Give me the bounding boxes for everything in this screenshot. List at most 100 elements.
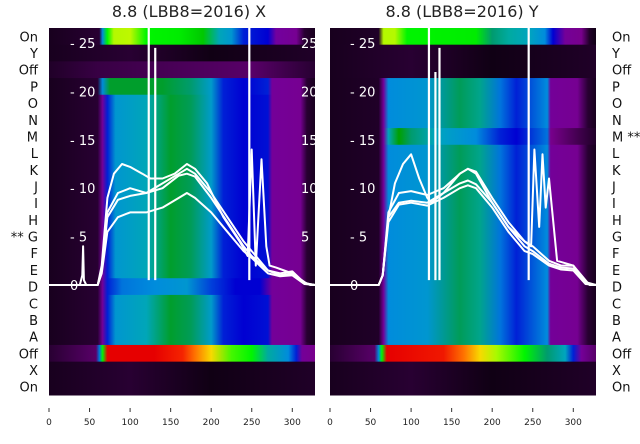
row-label: H — [28, 214, 38, 229]
heatmap-row — [49, 328, 315, 346]
row-label: F — [612, 247, 619, 262]
row-label: D — [612, 281, 622, 296]
row-label: K — [29, 164, 38, 179]
heatmap-row — [49, 61, 315, 79]
x-tick-label: 250 — [243, 418, 260, 428]
heatmap-row — [330, 161, 596, 179]
row-label: On — [20, 381, 38, 396]
row-label: Y — [611, 47, 620, 62]
overlay-y-tick-label: - 5 — [350, 231, 367, 246]
heatmap-row — [49, 361, 315, 379]
x-tick-label: 150 — [443, 418, 460, 428]
row-label: M ** — [612, 130, 640, 145]
trace-line — [330, 184, 597, 286]
row-label: D — [28, 281, 38, 296]
heatmap-row — [49, 311, 315, 329]
heatmap-row — [330, 361, 596, 379]
overlay-y-tick-label-right: 15 — [301, 134, 318, 149]
row-label: Off — [19, 347, 39, 362]
trace-line — [330, 167, 597, 286]
heatmap-row — [330, 344, 596, 363]
overlay-y-tick-label: - 15 — [70, 134, 95, 149]
overlay-y-tick-label-right: 25 — [301, 37, 318, 52]
heatmap-row — [49, 294, 315, 313]
overlay-y-tick-label-right: 5 — [301, 231, 309, 246]
x-tick-label: 0 — [327, 418, 333, 428]
heatmap-row — [330, 278, 596, 296]
trace-line — [49, 167, 316, 286]
heatmap-row — [330, 328, 596, 346]
row-label: B — [29, 314, 38, 329]
overlay-y-tick-label: - 5 — [70, 231, 87, 246]
overlay-y-tick-label: - 25 — [70, 37, 95, 52]
x-tick-label: 100 — [403, 418, 420, 428]
overlay-y-tick-label-right: 20 — [301, 85, 318, 100]
row-label: O — [612, 97, 622, 112]
row-label: N — [28, 114, 38, 129]
heatmap-row — [49, 261, 315, 279]
heatmap-row — [49, 228, 315, 246]
trace-line — [330, 148, 596, 286]
overlay-y-tick-label: - 10 — [70, 182, 95, 197]
row-label: On — [612, 30, 630, 45]
heatmap-row — [49, 161, 315, 179]
row-label: I — [34, 197, 38, 212]
row-label: J — [33, 181, 38, 196]
row-label: J — [611, 181, 616, 196]
x-tick-label: 200 — [203, 418, 220, 428]
overlay-y-tick-label: - 20 — [70, 85, 95, 100]
x-tick-label: 250 — [524, 418, 541, 428]
row-label: X — [29, 364, 38, 379]
x-tick-label: 100 — [122, 418, 139, 428]
row-label: C — [29, 297, 38, 312]
row-label: F — [31, 247, 38, 262]
row-label: A — [29, 331, 38, 346]
panel-title-y: 8.8 (LBB8=2016) Y — [385, 2, 538, 21]
row-label: L — [31, 147, 39, 162]
x-tick-label: 150 — [162, 418, 179, 428]
overlay-y-tick-label: 0 — [350, 279, 358, 294]
heatmap-row — [49, 378, 315, 396]
row-label: A — [612, 331, 621, 346]
row-label: On — [20, 30, 38, 45]
heatmap-row — [49, 211, 315, 229]
x-tick-label: 50 — [84, 418, 96, 428]
heatmap-row — [330, 294, 596, 313]
heatmap-row — [49, 244, 315, 263]
row-label: E — [30, 264, 38, 279]
overlay-y-tick-label: - 15 — [350, 134, 375, 149]
row-label: Off — [19, 64, 39, 79]
trace-line — [49, 192, 316, 286]
overlay-y-tick-label-right: 10 — [301, 182, 318, 197]
overlay-y-tick-label: - 25 — [350, 37, 375, 52]
overlay-y-tick-label: - 10 — [350, 182, 375, 197]
heatmap-row — [330, 194, 596, 212]
row-label: B — [612, 314, 621, 329]
heatmap-row — [330, 111, 596, 129]
row-label: N — [612, 114, 622, 129]
row-label: Off — [612, 347, 632, 362]
row-label: H — [612, 214, 622, 229]
heatmap-row — [330, 311, 596, 329]
row-label: M — [27, 130, 38, 145]
row-label: O — [28, 97, 38, 112]
overlay-y-tick-label: 0 — [70, 279, 78, 294]
row-label: Off — [612, 64, 632, 79]
row-label: E — [612, 264, 620, 279]
row-label: Y — [29, 47, 38, 62]
row-label: C — [612, 297, 621, 312]
trace-line — [330, 179, 597, 286]
x-tick-label: 200 — [484, 418, 501, 428]
row-label: On — [612, 381, 630, 396]
row-label: K — [612, 164, 621, 179]
x-tick-label: 0 — [46, 418, 52, 428]
overlay-y-tick-label: - 20 — [350, 85, 375, 100]
panel-title-x: 8.8 (LBB8=2016) X — [112, 2, 266, 21]
row-label: P — [30, 80, 38, 95]
x-tick-label: 300 — [565, 418, 582, 428]
x-tick-label: 50 — [365, 418, 377, 428]
heatmap-row — [330, 211, 596, 229]
